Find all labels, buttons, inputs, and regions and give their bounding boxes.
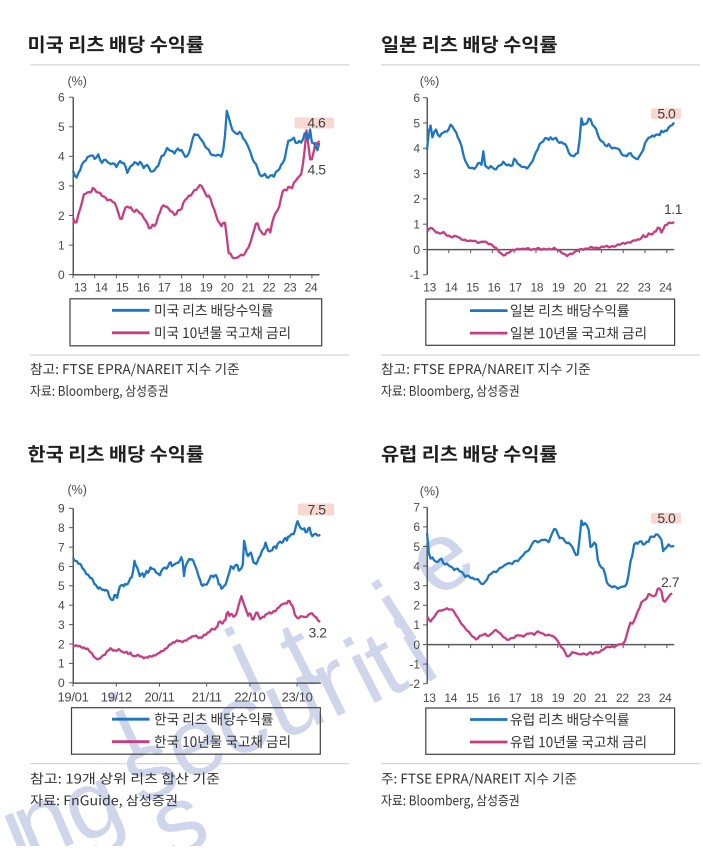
svg-text:2: 2 (413, 192, 420, 206)
svg-text:19/12: 19/12 (101, 690, 132, 705)
svg-text:15: 15 (466, 691, 479, 705)
svg-text:-1: -1 (409, 657, 420, 671)
svg-text:6: 6 (58, 560, 65, 574)
svg-text:3: 3 (413, 167, 420, 181)
svg-text:3.2: 3.2 (309, 624, 328, 640)
svg-text:0: 0 (58, 676, 65, 690)
svg-text:2.7: 2.7 (661, 574, 680, 590)
svg-text:1: 1 (58, 238, 65, 252)
svg-text:21: 21 (595, 691, 608, 705)
svg-text:8: 8 (58, 521, 65, 535)
svg-text:1: 1 (413, 618, 420, 632)
svg-text:17: 17 (509, 281, 522, 295)
svg-text:4: 4 (58, 599, 65, 613)
svg-text:7.5: 7.5 (308, 501, 327, 517)
svg-text:5: 5 (58, 579, 65, 593)
svg-text:6: 6 (58, 91, 65, 105)
svg-text:13: 13 (423, 281, 436, 295)
svg-text:0: 0 (413, 243, 420, 257)
svg-text:16: 16 (137, 281, 150, 295)
svg-text:14: 14 (444, 691, 457, 705)
svg-text:2: 2 (413, 599, 420, 613)
svg-text:5: 5 (413, 116, 420, 130)
svg-text:16: 16 (487, 691, 500, 705)
svg-text:21/11: 21/11 (192, 690, 222, 705)
svg-text:(%): (%) (68, 75, 87, 89)
svg-text:4: 4 (413, 559, 420, 573)
svg-text:22: 22 (616, 281, 629, 295)
svg-text:1: 1 (58, 657, 65, 671)
svg-text:20: 20 (573, 691, 586, 705)
svg-text:24: 24 (305, 281, 318, 295)
svg-text:4.6: 4.6 (307, 115, 326, 131)
svg-text:-1: -1 (409, 268, 420, 282)
svg-text:24: 24 (659, 691, 672, 705)
svg-text:22: 22 (263, 281, 276, 295)
svg-text:13: 13 (423, 691, 436, 705)
svg-text:17: 17 (509, 691, 522, 705)
svg-text:2: 2 (58, 209, 65, 223)
svg-text:2: 2 (58, 637, 65, 651)
svg-text:(%): (%) (420, 485, 439, 499)
svg-text:(%): (%) (68, 483, 87, 497)
svg-text:22: 22 (616, 691, 629, 705)
svg-text:18: 18 (179, 281, 192, 295)
svg-text:0: 0 (58, 268, 65, 282)
svg-text:18: 18 (530, 691, 543, 705)
svg-text:15: 15 (116, 281, 129, 295)
svg-text:3: 3 (58, 618, 65, 632)
svg-text:-2: -2 (409, 677, 420, 691)
svg-text:7: 7 (413, 501, 420, 515)
svg-text:3: 3 (58, 179, 65, 193)
svg-text:4: 4 (58, 150, 65, 164)
svg-text:0: 0 (413, 638, 420, 652)
svg-text:(%): (%) (420, 75, 439, 89)
svg-text:23: 23 (637, 691, 650, 705)
svg-text:1.1: 1.1 (664, 201, 683, 217)
svg-text:21: 21 (242, 281, 255, 295)
svg-text:7: 7 (58, 540, 65, 554)
svg-text:17: 17 (158, 281, 171, 295)
svg-text:22/10: 22/10 (234, 690, 265, 705)
svg-text:23: 23 (284, 281, 297, 295)
svg-text:5: 5 (58, 120, 65, 134)
svg-text:4: 4 (413, 142, 420, 156)
svg-text:20: 20 (573, 281, 586, 295)
svg-text:20: 20 (221, 281, 234, 295)
svg-text:21: 21 (595, 281, 608, 295)
svg-text:4.5: 4.5 (308, 161, 327, 177)
svg-text:5.0: 5.0 (657, 106, 676, 122)
svg-text:19: 19 (552, 281, 565, 295)
svg-text:18: 18 (531, 281, 544, 295)
svg-text:14: 14 (95, 281, 108, 295)
svg-text:3: 3 (413, 579, 420, 593)
svg-text:13: 13 (74, 281, 87, 295)
svg-text:19: 19 (552, 691, 565, 705)
svg-text:15: 15 (466, 281, 479, 295)
svg-text:23/10: 23/10 (282, 690, 313, 705)
svg-text:1: 1 (413, 218, 420, 232)
svg-text:19: 19 (200, 281, 213, 295)
svg-text:9: 9 (58, 502, 65, 516)
svg-text:19/01: 19/01 (57, 690, 88, 705)
svg-text:5.0: 5.0 (657, 510, 676, 526)
svg-text:14: 14 (445, 281, 458, 295)
svg-text:23: 23 (638, 281, 651, 295)
svg-text:24: 24 (659, 281, 672, 295)
svg-text:6: 6 (413, 520, 420, 534)
svg-text:20/11: 20/11 (144, 690, 174, 705)
svg-text:6: 6 (413, 91, 420, 105)
svg-text:5: 5 (413, 540, 420, 554)
svg-text:16: 16 (488, 281, 501, 295)
